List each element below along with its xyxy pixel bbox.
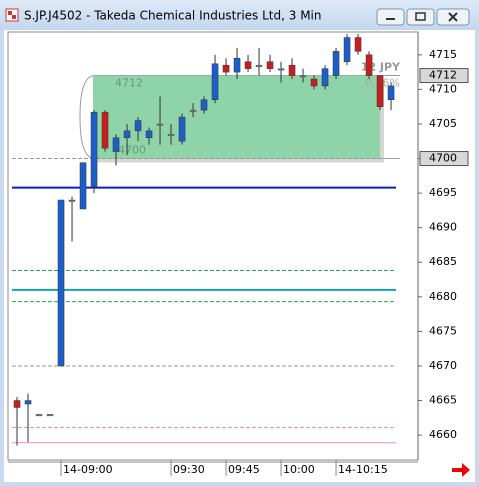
candle-body bbox=[90, 111, 98, 187]
candle-body bbox=[189, 109, 197, 112]
candle-body bbox=[299, 75, 307, 78]
x-tick-label: 09:45 bbox=[228, 463, 260, 476]
candle-body bbox=[46, 414, 54, 417]
candle-body bbox=[321, 68, 329, 87]
y-tick-label: 4705 bbox=[429, 117, 457, 130]
scroll-arrow[interactable] bbox=[452, 463, 470, 477]
y-tick-label: 4710 bbox=[429, 82, 457, 95]
candle-body bbox=[365, 54, 373, 76]
candle-body bbox=[123, 130, 131, 139]
candle-body bbox=[178, 116, 186, 142]
candle-body bbox=[277, 68, 285, 71]
minimize-button[interactable] bbox=[376, 8, 405, 26]
candle-body bbox=[112, 137, 120, 152]
y-tick-label: 4690 bbox=[429, 221, 457, 234]
window-title: S.JP.J4502 - Takeda Chemical Industries … bbox=[24, 9, 322, 23]
y-tick-label: 4660 bbox=[429, 428, 457, 441]
candle-body bbox=[145, 130, 153, 139]
candle-body bbox=[24, 400, 32, 405]
close-icon bbox=[448, 12, 458, 22]
maximize-button[interactable] bbox=[406, 8, 435, 26]
candle-body bbox=[79, 162, 87, 210]
price-marker bbox=[419, 151, 469, 167]
x-tick-label: 10:00 bbox=[283, 463, 315, 476]
y-tick-label: 4665 bbox=[429, 394, 457, 407]
candle-body bbox=[233, 58, 241, 73]
y-tick-label: 4670 bbox=[429, 359, 457, 372]
candle-body bbox=[200, 99, 208, 111]
candle-body bbox=[134, 120, 142, 132]
candle-body bbox=[68, 199, 76, 202]
zone-low-label: 4700 bbox=[118, 144, 146, 157]
candle-body bbox=[387, 85, 395, 101]
candle-body bbox=[211, 63, 219, 101]
y-tick-label: 4715 bbox=[429, 48, 457, 61]
price-marker-label: 4712 bbox=[429, 69, 457, 82]
zone-high-label: 4712 bbox=[115, 77, 143, 90]
candle-body bbox=[266, 61, 274, 69]
candle-body bbox=[101, 111, 109, 149]
candle-body bbox=[343, 37, 351, 62]
candle-body bbox=[255, 64, 263, 67]
candle-body bbox=[57, 199, 65, 367]
candle-body bbox=[288, 64, 296, 76]
x-tick-label: 14-09:00 bbox=[63, 463, 113, 476]
candle-body bbox=[244, 61, 252, 69]
zone bbox=[93, 75, 380, 159]
y-tick-label: 4675 bbox=[429, 324, 457, 337]
app-icon-part bbox=[12, 15, 16, 19]
candle-body bbox=[13, 400, 21, 408]
candle-body bbox=[376, 75, 384, 107]
candle-body bbox=[354, 37, 362, 52]
app-icon-part bbox=[8, 11, 12, 15]
candle-body bbox=[310, 78, 318, 87]
y-tick-label: 4695 bbox=[429, 186, 457, 199]
candle-body bbox=[222, 64, 230, 73]
price-marker bbox=[419, 68, 469, 84]
y-tick-label: 4680 bbox=[429, 290, 457, 303]
candle-body bbox=[35, 414, 43, 417]
candle-body bbox=[167, 134, 175, 137]
candle-body bbox=[332, 51, 340, 76]
candle-body bbox=[156, 123, 164, 126]
price-marker-label: 4700 bbox=[429, 152, 457, 165]
maximize-icon bbox=[415, 12, 426, 21]
zone-outline bbox=[79, 75, 400, 160]
x-tick-label: 09:30 bbox=[173, 463, 205, 476]
y-tick-label: 4685 bbox=[429, 255, 457, 268]
x-tick-label: 14-10:15 bbox=[338, 463, 388, 476]
